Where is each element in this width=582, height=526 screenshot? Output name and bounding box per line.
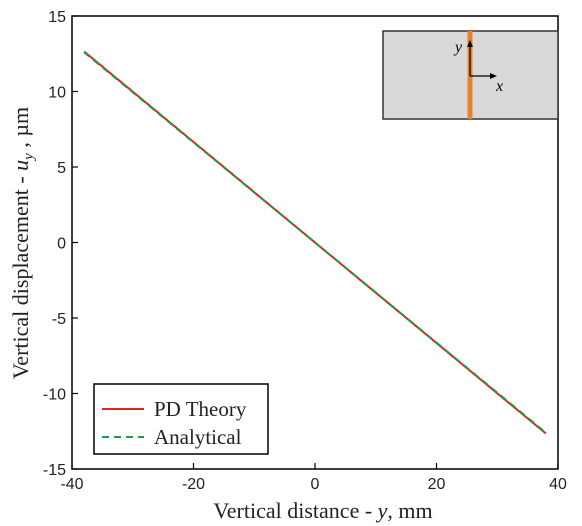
y-axis-label-var: u xyxy=(8,160,33,171)
series-layer xyxy=(83,50,547,435)
inset-diagram: y x xyxy=(382,30,559,120)
ticks: -40 -20 0 20 40 -15 -10 -5 0 5 10 15 xyxy=(43,9,567,493)
x-axis-label: Vertical distance - y, mm xyxy=(213,498,432,523)
y-axis-label-prefix: Vertical displacement - xyxy=(8,171,33,379)
inset-y-arrow-head xyxy=(467,40,473,47)
x-tick-label: -40 xyxy=(60,476,83,493)
x-axis-label-suffix: , mm xyxy=(387,498,432,523)
y-tick-label: -5 xyxy=(52,311,66,328)
series-line-analytical xyxy=(83,51,547,434)
legend-box xyxy=(93,383,269,455)
x-tick-label: 20 xyxy=(428,476,446,493)
y-tick-label: 10 xyxy=(48,85,66,102)
legend-label-pd-theory: PD Theory xyxy=(154,397,247,421)
x-tick-label: -20 xyxy=(182,476,205,493)
y-axis-label-sub: y xyxy=(21,153,37,162)
x-tick-label: 40 xyxy=(549,476,567,493)
x-axis-label-var: y xyxy=(376,498,388,523)
inset-x-arrow-head xyxy=(490,73,497,79)
y-tick-label: 5 xyxy=(57,160,66,177)
inset-x-label: x xyxy=(495,78,503,95)
legend: PD Theory Analytical xyxy=(93,383,269,455)
y-tick-label: -10 xyxy=(43,387,66,404)
y-tick-label: -15 xyxy=(43,462,66,479)
x-tick-label: 0 xyxy=(311,476,320,493)
y-tick-label: 0 xyxy=(57,236,66,253)
y-axis-label-suffix: , µm xyxy=(8,107,33,153)
inset-y-label: y xyxy=(453,39,463,56)
x-axis-label-prefix: Vertical distance - xyxy=(213,498,377,523)
y-tick-label: 15 xyxy=(48,9,66,26)
legend-label-analytical: Analytical xyxy=(154,425,242,449)
y-axis-label: Vertical displacement - uy , µm xyxy=(8,107,37,379)
